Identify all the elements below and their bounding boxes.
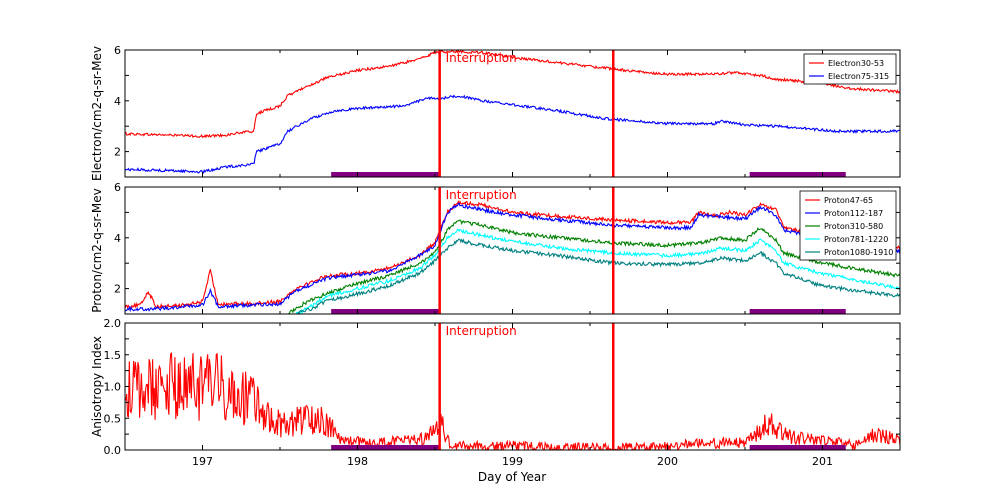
legend-entry: Proton310-580 bbox=[824, 222, 883, 231]
x-tick-label: 198 bbox=[347, 455, 368, 468]
series-line-3-1 bbox=[125, 352, 900, 450]
shaded-interval-2 bbox=[749, 172, 846, 177]
y-tick-label: 6 bbox=[114, 44, 121, 57]
legend-entry: Proton781-1220 bbox=[824, 235, 888, 244]
y-tick-label: 1.0 bbox=[104, 381, 122, 394]
legend: Electron30-53 Electron75-315 bbox=[803, 53, 897, 85]
x-tick-label: 201 bbox=[812, 455, 833, 468]
shaded-interval-1 bbox=[331, 309, 440, 314]
shaded-interval-1 bbox=[331, 445, 440, 450]
legend-entry: Proton1080-1910 bbox=[824, 248, 893, 257]
y-tick-label: 4 bbox=[114, 232, 121, 245]
panel-2: Interruption 2 4 6 Proton/cm2-q-sr-Mev Proton… bbox=[90, 181, 901, 315]
series-line-1-1 bbox=[125, 50, 900, 139]
legend-entry: Electron30-53 bbox=[828, 59, 884, 68]
y-tick-label: 0.5 bbox=[104, 412, 122, 425]
x-tick-label: 197 bbox=[192, 455, 213, 468]
panel-1: Interruption 2 4 6 Electron/cm2-q-sr-Mev Elec… bbox=[90, 44, 901, 181]
legend-box bbox=[803, 53, 897, 85]
y-tick-label: 2 bbox=[114, 146, 121, 159]
x-axis-label: Day of Year bbox=[478, 470, 546, 484]
series-line-2-5 bbox=[296, 238, 900, 314]
interruption-label: Interruption bbox=[446, 324, 517, 338]
series-line-1-2 bbox=[125, 94, 900, 174]
y-tick-label: 0.0 bbox=[104, 444, 122, 457]
legend-entry: Proton47-65 bbox=[824, 196, 873, 205]
interruption-label: Interruption bbox=[446, 51, 517, 65]
y-tick-label: 2 bbox=[114, 283, 121, 296]
y-axis-label: Electron/cm2-q-sr-Mev bbox=[90, 46, 104, 181]
series-line-2-4 bbox=[295, 228, 900, 314]
legend: Proton47-65 Proton112-187 Proton310-580 Pro… bbox=[799, 190, 897, 261]
shaded-interval-1 bbox=[331, 172, 440, 177]
plot-frame bbox=[124, 322, 901, 451]
legend-entry: Electron75-315 bbox=[828, 72, 889, 81]
x-tick-label: 199 bbox=[502, 455, 523, 468]
y-tick-label: 6 bbox=[114, 181, 121, 194]
x-tick-label: 200 bbox=[657, 455, 678, 468]
y-axis-label: Anisotropy Index bbox=[90, 336, 104, 437]
interruption-label: Interruption bbox=[446, 188, 517, 202]
shaded-interval-2 bbox=[749, 445, 846, 450]
series-line-2-2 bbox=[125, 202, 900, 313]
y-tick-label: 2.0 bbox=[104, 317, 122, 330]
panel-3: Interruption 197 198 199 200 201 0.0 0.5 1.0 1.5 2… bbox=[90, 317, 901, 468]
legend-entry: Proton112-187 bbox=[824, 209, 883, 218]
y-tick-label: 1.5 bbox=[104, 349, 122, 362]
plot-frame bbox=[124, 49, 901, 178]
y-tick-label: 4 bbox=[114, 95, 121, 108]
shaded-interval-2 bbox=[749, 309, 846, 314]
y-axis-label: Proton/cm2-q-sr-Mev bbox=[90, 188, 104, 313]
series-line-2-3 bbox=[287, 219, 900, 314]
